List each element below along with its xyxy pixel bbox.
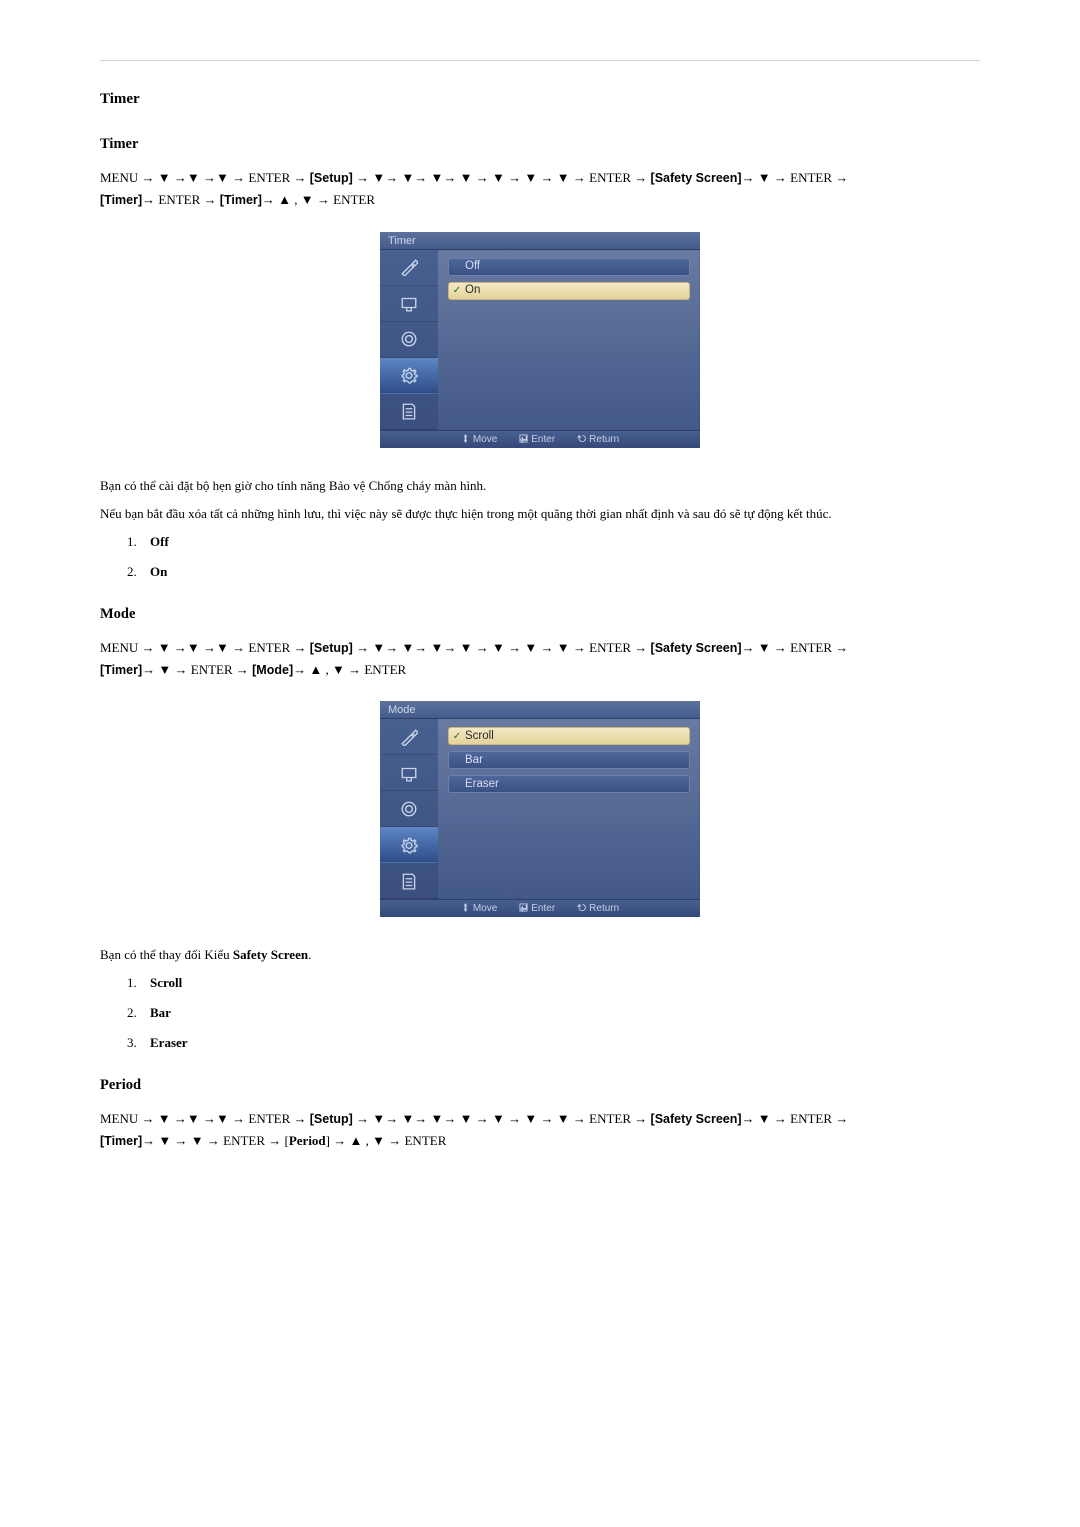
return-hint: Return: [577, 900, 619, 917]
tool-icon[interactable]: [380, 250, 438, 286]
ring-icon[interactable]: [380, 322, 438, 358]
period-heading: Period: [100, 1077, 980, 1094]
gear-icon[interactable]: [380, 827, 438, 863]
osd-options: Off ✓On: [438, 250, 700, 430]
list-item: Bar: [140, 1005, 980, 1021]
return-hint: Return: [577, 431, 619, 448]
list-item: On: [140, 564, 980, 580]
move-hint: Move: [461, 431, 497, 448]
timer-list: Off On: [140, 534, 980, 580]
option-off[interactable]: Off: [448, 258, 690, 276]
page-icon[interactable]: [380, 394, 438, 430]
move-hint: Move: [461, 900, 497, 917]
mode-heading: Mode: [100, 606, 980, 623]
osd-title: Timer: [380, 232, 700, 250]
option-on[interactable]: ✓On: [448, 282, 690, 300]
mode-nav-path: MENU → ▼ →▼ →▼ → ENTER → [Setup] → ▼→ ▼→…: [100, 637, 980, 682]
timer-osd: Timer Off ✓On Move Enter Return: [380, 232, 700, 448]
timer-heading: Timer: [100, 91, 980, 108]
option-bar[interactable]: Bar: [448, 751, 690, 769]
enter-hint: Enter: [519, 431, 555, 448]
monitor-icon[interactable]: [380, 286, 438, 322]
mode-osd: Mode ✓Scroll Bar Eraser Move Enter Return: [380, 701, 700, 917]
mode-desc: Bạn có thể thay đổi Kiểu Safety Screen.: [100, 947, 980, 963]
timer-nav-path: MENU → ▼ →▼ →▼ → ENTER → [Setup] → ▼→ ▼→…: [100, 167, 980, 212]
list-item: Off: [140, 534, 980, 550]
gear-icon[interactable]: [380, 358, 438, 394]
osd-title: Mode: [380, 701, 700, 719]
ring-icon[interactable]: [380, 791, 438, 827]
list-item: Eraser: [140, 1035, 980, 1051]
option-eraser[interactable]: Eraser: [448, 775, 690, 793]
timer-subheading: Timer: [100, 136, 980, 153]
enter-hint: Enter: [519, 900, 555, 917]
mode-list: Scroll Bar Eraser: [140, 975, 980, 1051]
osd-sidebar: [380, 719, 438, 899]
list-item: Scroll: [140, 975, 980, 991]
period-nav-path: MENU → ▼ →▼ →▼ → ENTER → [Setup] → ▼→ ▼→…: [100, 1108, 980, 1153]
timer-desc1: Bạn có thể cài đặt bộ hẹn giờ cho tính n…: [100, 478, 980, 494]
timer-desc2: Nếu bạn bắt đầu xóa tất cả những hình lư…: [100, 506, 980, 522]
osd-options: ✓Scroll Bar Eraser: [438, 719, 700, 899]
osd-footer: Move Enter Return: [380, 430, 700, 448]
monitor-icon[interactable]: [380, 755, 438, 791]
option-scroll[interactable]: ✓Scroll: [448, 727, 690, 745]
osd-footer: Move Enter Return: [380, 899, 700, 917]
page-icon[interactable]: [380, 863, 438, 899]
osd-sidebar: [380, 250, 438, 430]
tool-icon[interactable]: [380, 719, 438, 755]
